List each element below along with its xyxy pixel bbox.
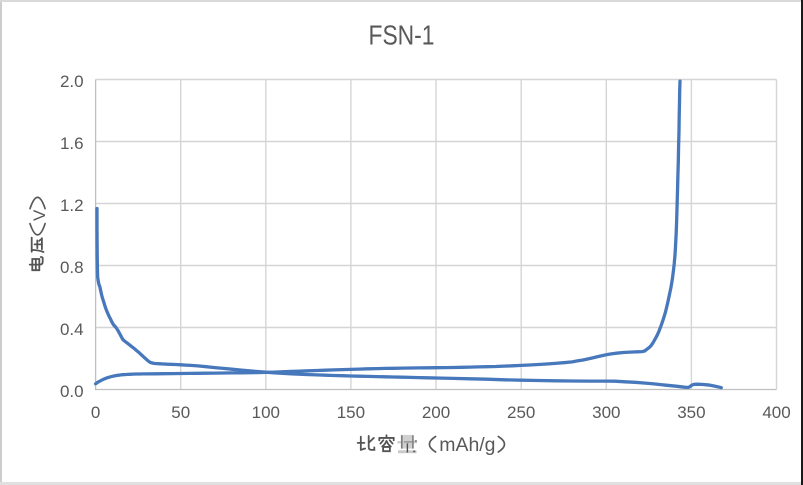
svg-text:1.2: 1.2 — [60, 196, 84, 215]
svg-text:150: 150 — [337, 403, 365, 422]
svg-text:0.8: 0.8 — [60, 258, 84, 277]
svg-text:V: V — [30, 209, 49, 221]
svg-text:350: 350 — [677, 403, 705, 422]
svg-text:2.0: 2.0 — [60, 72, 84, 91]
svg-text:100: 100 — [252, 403, 280, 422]
svg-text:0: 0 — [91, 403, 100, 422]
svg-text:mAh/g: mAh/g — [439, 435, 495, 456]
svg-text:FSN-1: FSN-1 — [369, 20, 435, 51]
svg-text:0.4: 0.4 — [60, 320, 84, 339]
svg-text:1.6: 1.6 — [60, 134, 84, 153]
svg-text:400: 400 — [762, 403, 790, 422]
svg-text:250: 250 — [507, 403, 535, 422]
svg-text:200: 200 — [422, 403, 450, 422]
svg-text:300: 300 — [592, 403, 620, 422]
svg-text:0.0: 0.0 — [60, 382, 84, 401]
svg-text:50: 50 — [171, 403, 190, 422]
